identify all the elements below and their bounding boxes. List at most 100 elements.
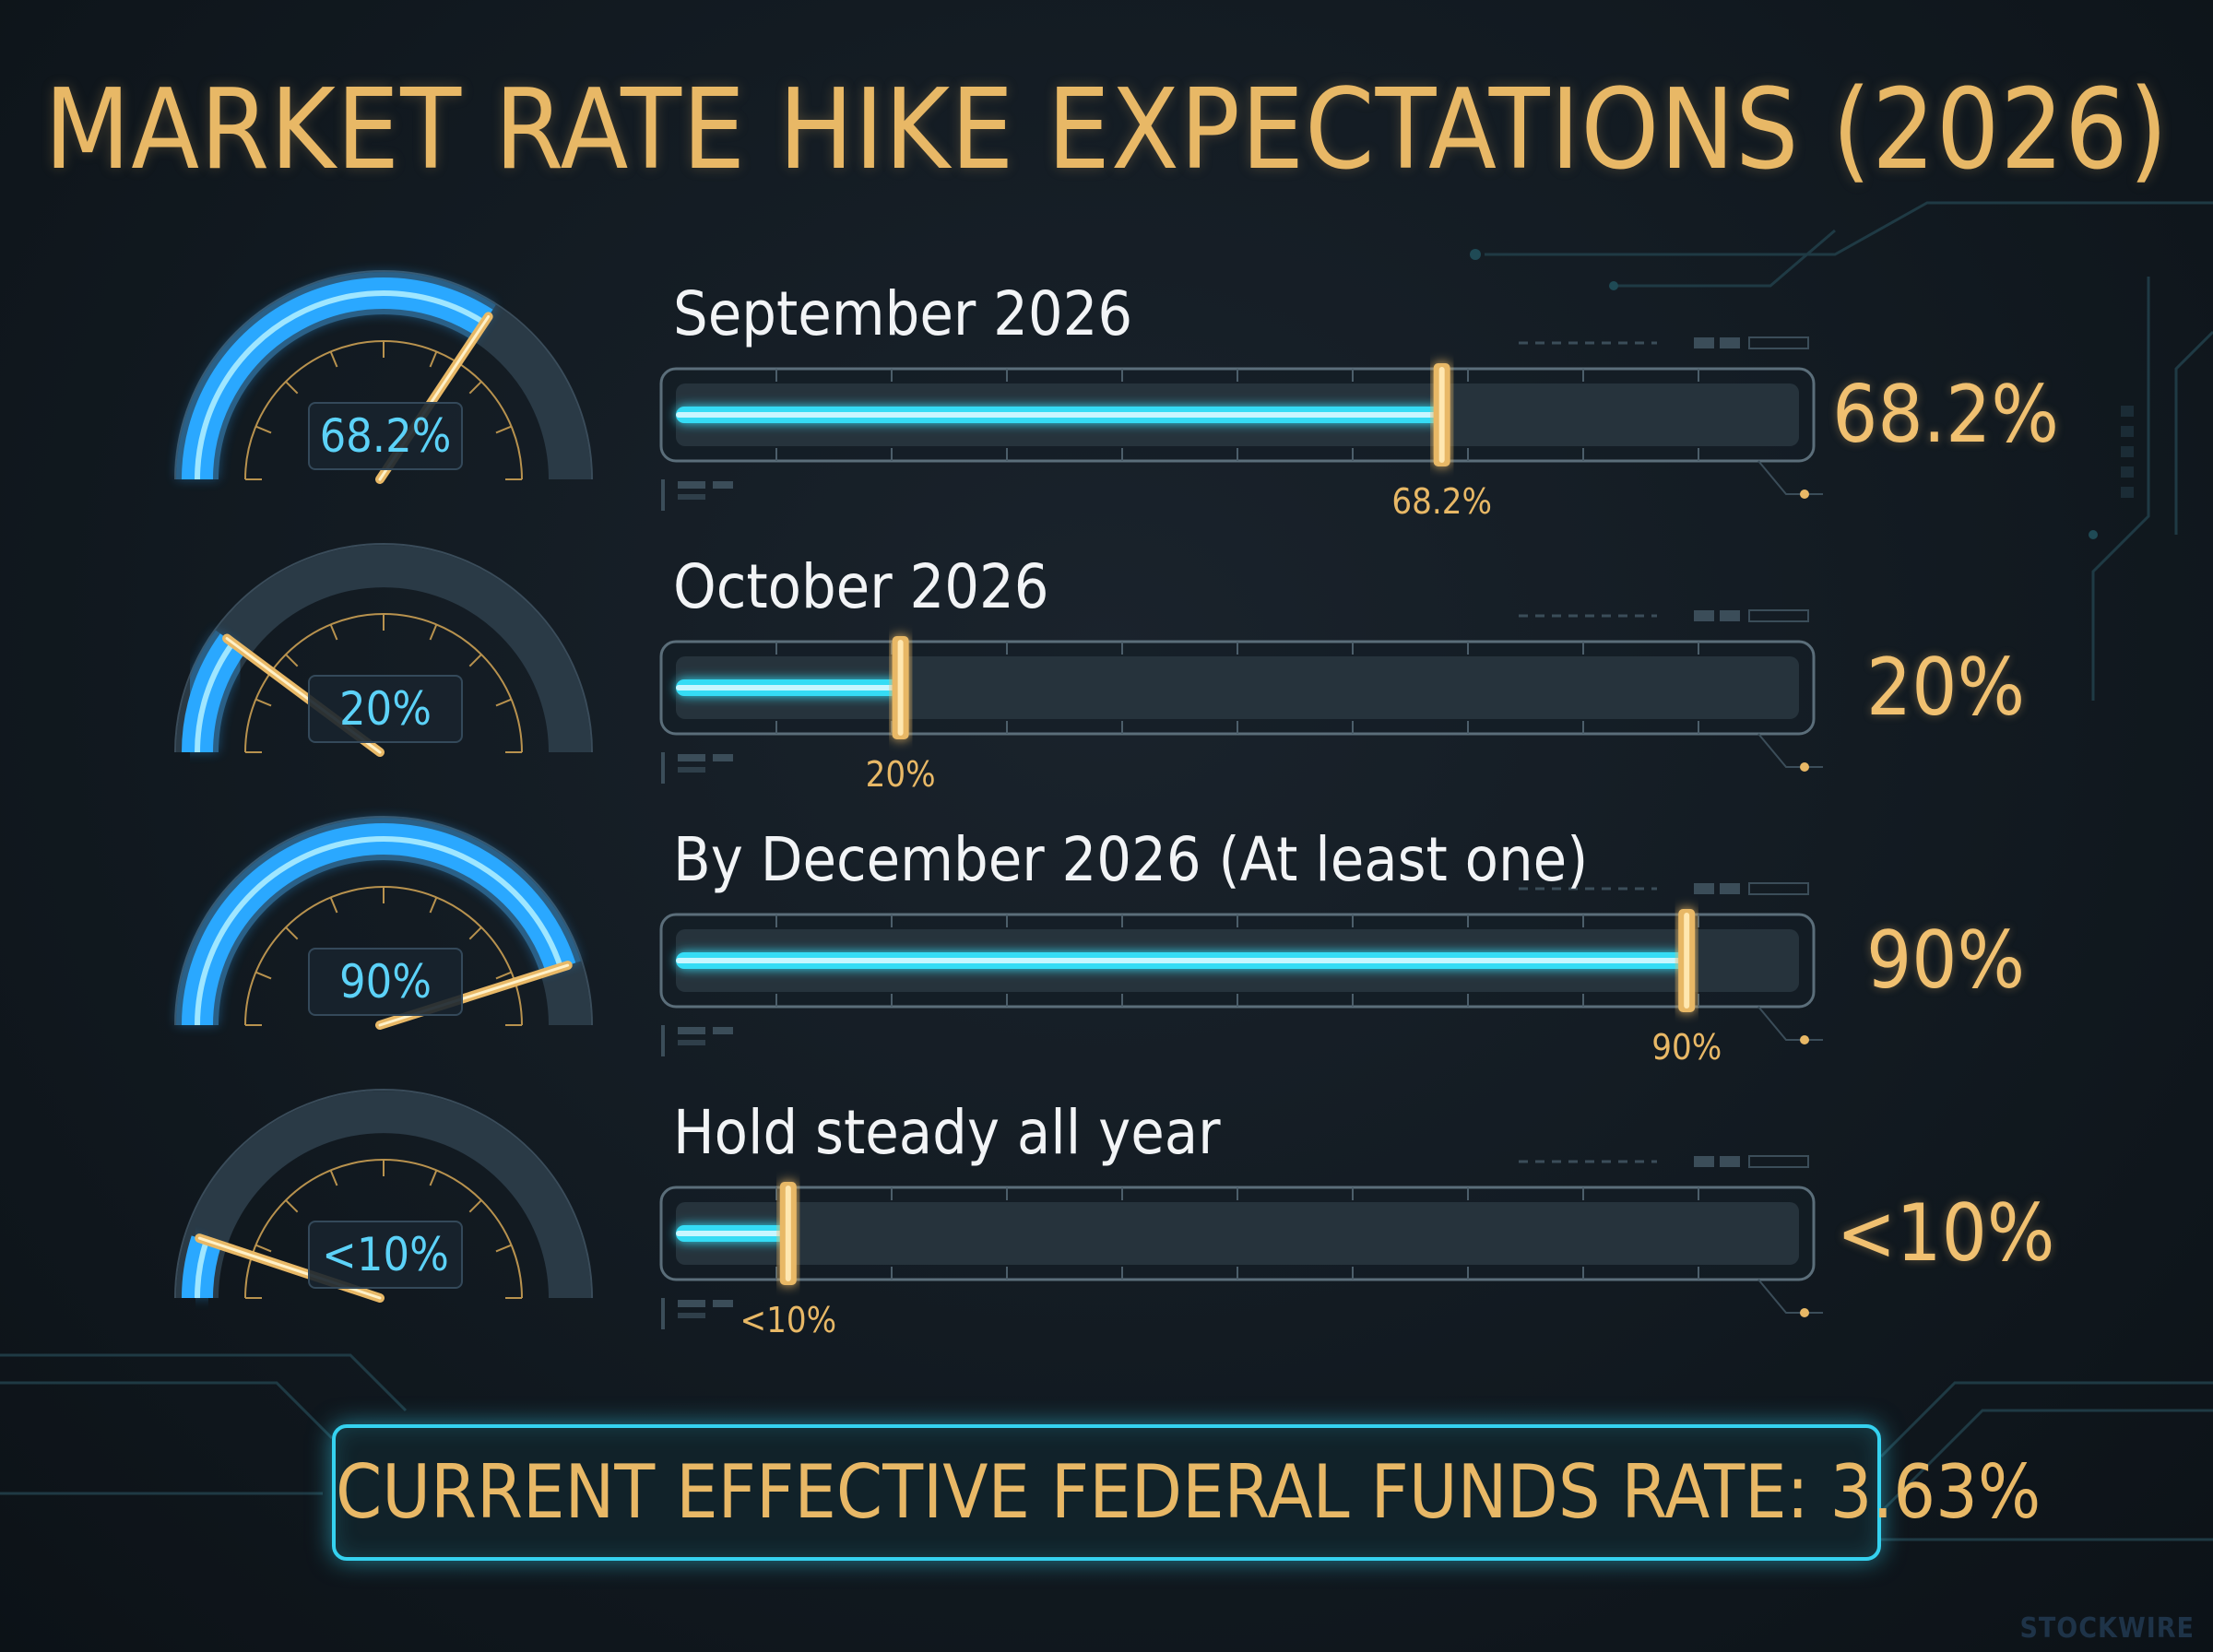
gauge-tick-1-3 xyxy=(329,624,338,641)
hud-block-a-0 xyxy=(1694,337,1714,348)
gauge-readout-1: 20% xyxy=(308,675,463,743)
gauge-fill-core-0 xyxy=(195,289,486,480)
hud-lines-c-3 xyxy=(678,1313,705,1318)
category-label-1: October 2026 xyxy=(673,551,1049,622)
hud-lines-b-0 xyxy=(713,481,733,489)
gauge-tick-0-7 xyxy=(495,425,512,434)
gauge-tick-3-3 xyxy=(329,1170,338,1186)
hud-corner-1 xyxy=(1757,733,1823,768)
hud-lines-b-3 xyxy=(713,1300,733,1307)
hud-block-b-3 xyxy=(1720,1156,1740,1167)
hud-block-c-0 xyxy=(1748,336,1809,349)
gauge-track-3 xyxy=(176,1091,591,1299)
gauge-tick-2-1 xyxy=(255,971,272,980)
hud-lines-b-2 xyxy=(713,1027,733,1034)
category-label-2: By December 2026 (At least one) xyxy=(673,824,1589,895)
hud-corner-3 xyxy=(1757,1279,1823,1314)
marker-label-3: <10% xyxy=(740,1300,837,1340)
gauge-fill-core-1 xyxy=(195,641,236,753)
gauge-tick-0-2 xyxy=(285,381,299,395)
hud-lines-a-1 xyxy=(678,754,705,761)
gauge-tick-0-6 xyxy=(468,381,482,395)
bar-row-1 xyxy=(659,609,1823,784)
hud-corner-2 xyxy=(1757,1006,1823,1041)
value-label-1: 20% xyxy=(1866,642,2025,734)
hud-lines-a-0 xyxy=(678,481,705,489)
gauge-0 xyxy=(174,270,593,484)
hud-block-a-3 xyxy=(1694,1156,1714,1167)
gauge-tick-0-3 xyxy=(329,351,338,368)
gauge-tick-2-5 xyxy=(429,897,438,914)
gauge-tick-0-5 xyxy=(429,351,438,368)
category-label-3: Hold steady all year xyxy=(673,1097,1221,1168)
gauge-tick-1-1 xyxy=(255,698,272,707)
gauge-tick-2-3 xyxy=(329,897,338,914)
hud-lines-c-2 xyxy=(678,1040,705,1045)
marker-label-0: 68.2% xyxy=(1391,481,1492,522)
bar-marker-core-2 xyxy=(1684,913,1690,1009)
gauge-3 xyxy=(174,1089,593,1303)
footer-text: CURRENT EFFECTIVE FEDERAL FUNDS RATE: 3.… xyxy=(336,1449,2041,1535)
hud-corner-0 xyxy=(1757,460,1823,495)
bar-marker-core-0 xyxy=(1438,367,1445,463)
gauge-rim-3 xyxy=(174,1089,593,1299)
bar-track-1 xyxy=(676,656,1799,719)
hud-block-c-3 xyxy=(1748,1155,1809,1168)
gauge-tick-3-2 xyxy=(285,1199,299,1213)
gauge-rim-0 xyxy=(174,270,593,480)
hud-dot-0 xyxy=(1800,490,1809,499)
hud-block-b-1 xyxy=(1720,610,1740,621)
gauge-tick-2-6 xyxy=(468,926,482,940)
gauge-tick-1-2 xyxy=(285,654,299,667)
gauge-readout-2: 90% xyxy=(308,948,463,1016)
gauge-rim-1 xyxy=(174,543,593,753)
hud-dot-1 xyxy=(1800,762,1809,772)
hud-lines-a-2 xyxy=(678,1027,705,1034)
footer-banner: CURRENT EFFECTIVE FEDERAL FUNDS RATE: 3.… xyxy=(332,1424,2041,1561)
hud-block-b-2 xyxy=(1720,883,1740,894)
hud-lines-c-0 xyxy=(678,494,705,500)
hud-dot-2 xyxy=(1800,1035,1809,1044)
gauge-tick-3-6 xyxy=(468,1199,482,1213)
value-label-2: 90% xyxy=(1866,914,2025,1007)
gauge-tick-1-5 xyxy=(429,624,438,641)
bar-row-0 xyxy=(659,336,1823,511)
bar-fill-core-0 xyxy=(676,412,1442,418)
watermark-logo: STOCKWIRE xyxy=(2019,1612,2195,1645)
gauge-readout-0: 68.2% xyxy=(308,402,463,470)
hud-block-c-1 xyxy=(1748,609,1809,622)
gauge-rim-2 xyxy=(174,816,593,1026)
bar-marker-core-3 xyxy=(785,1186,791,1281)
value-label-0: 68.2% xyxy=(1832,369,2059,461)
hud-block-c-2 xyxy=(1748,882,1809,895)
marker-label-1: 20% xyxy=(865,754,936,795)
hud-lines-b-1 xyxy=(713,754,733,761)
bar-fill-core-2 xyxy=(676,958,1687,963)
gauge-tick-2-7 xyxy=(495,971,512,980)
bar-row-2 xyxy=(659,882,1823,1056)
value-label-3: <10% xyxy=(1836,1187,2055,1280)
hud-lines-c-1 xyxy=(678,767,705,773)
gauge-tick-3-5 xyxy=(429,1170,438,1186)
bar-fill-core-3 xyxy=(676,1231,788,1236)
hud-block-a-2 xyxy=(1694,883,1714,894)
hud-lines-a-3 xyxy=(678,1300,705,1307)
hud-block-b-0 xyxy=(1720,337,1740,348)
hud-dot-3 xyxy=(1800,1308,1809,1317)
gauge-tick-3-1 xyxy=(255,1244,272,1253)
bar-fill-core-1 xyxy=(676,685,901,690)
gauge-tick-1-7 xyxy=(495,698,512,707)
hud-block-a-1 xyxy=(1694,610,1714,621)
gauge-tick-1-6 xyxy=(468,654,482,667)
gauge-tick-0-1 xyxy=(255,425,272,434)
bar-track-3 xyxy=(676,1202,1799,1265)
bar-marker-core-1 xyxy=(897,640,904,736)
gauge-tick-2-2 xyxy=(285,926,299,940)
category-label-0: September 2026 xyxy=(673,278,1133,349)
marker-label-2: 90% xyxy=(1651,1027,1722,1068)
gauge-readout-3: <10% xyxy=(308,1221,463,1289)
